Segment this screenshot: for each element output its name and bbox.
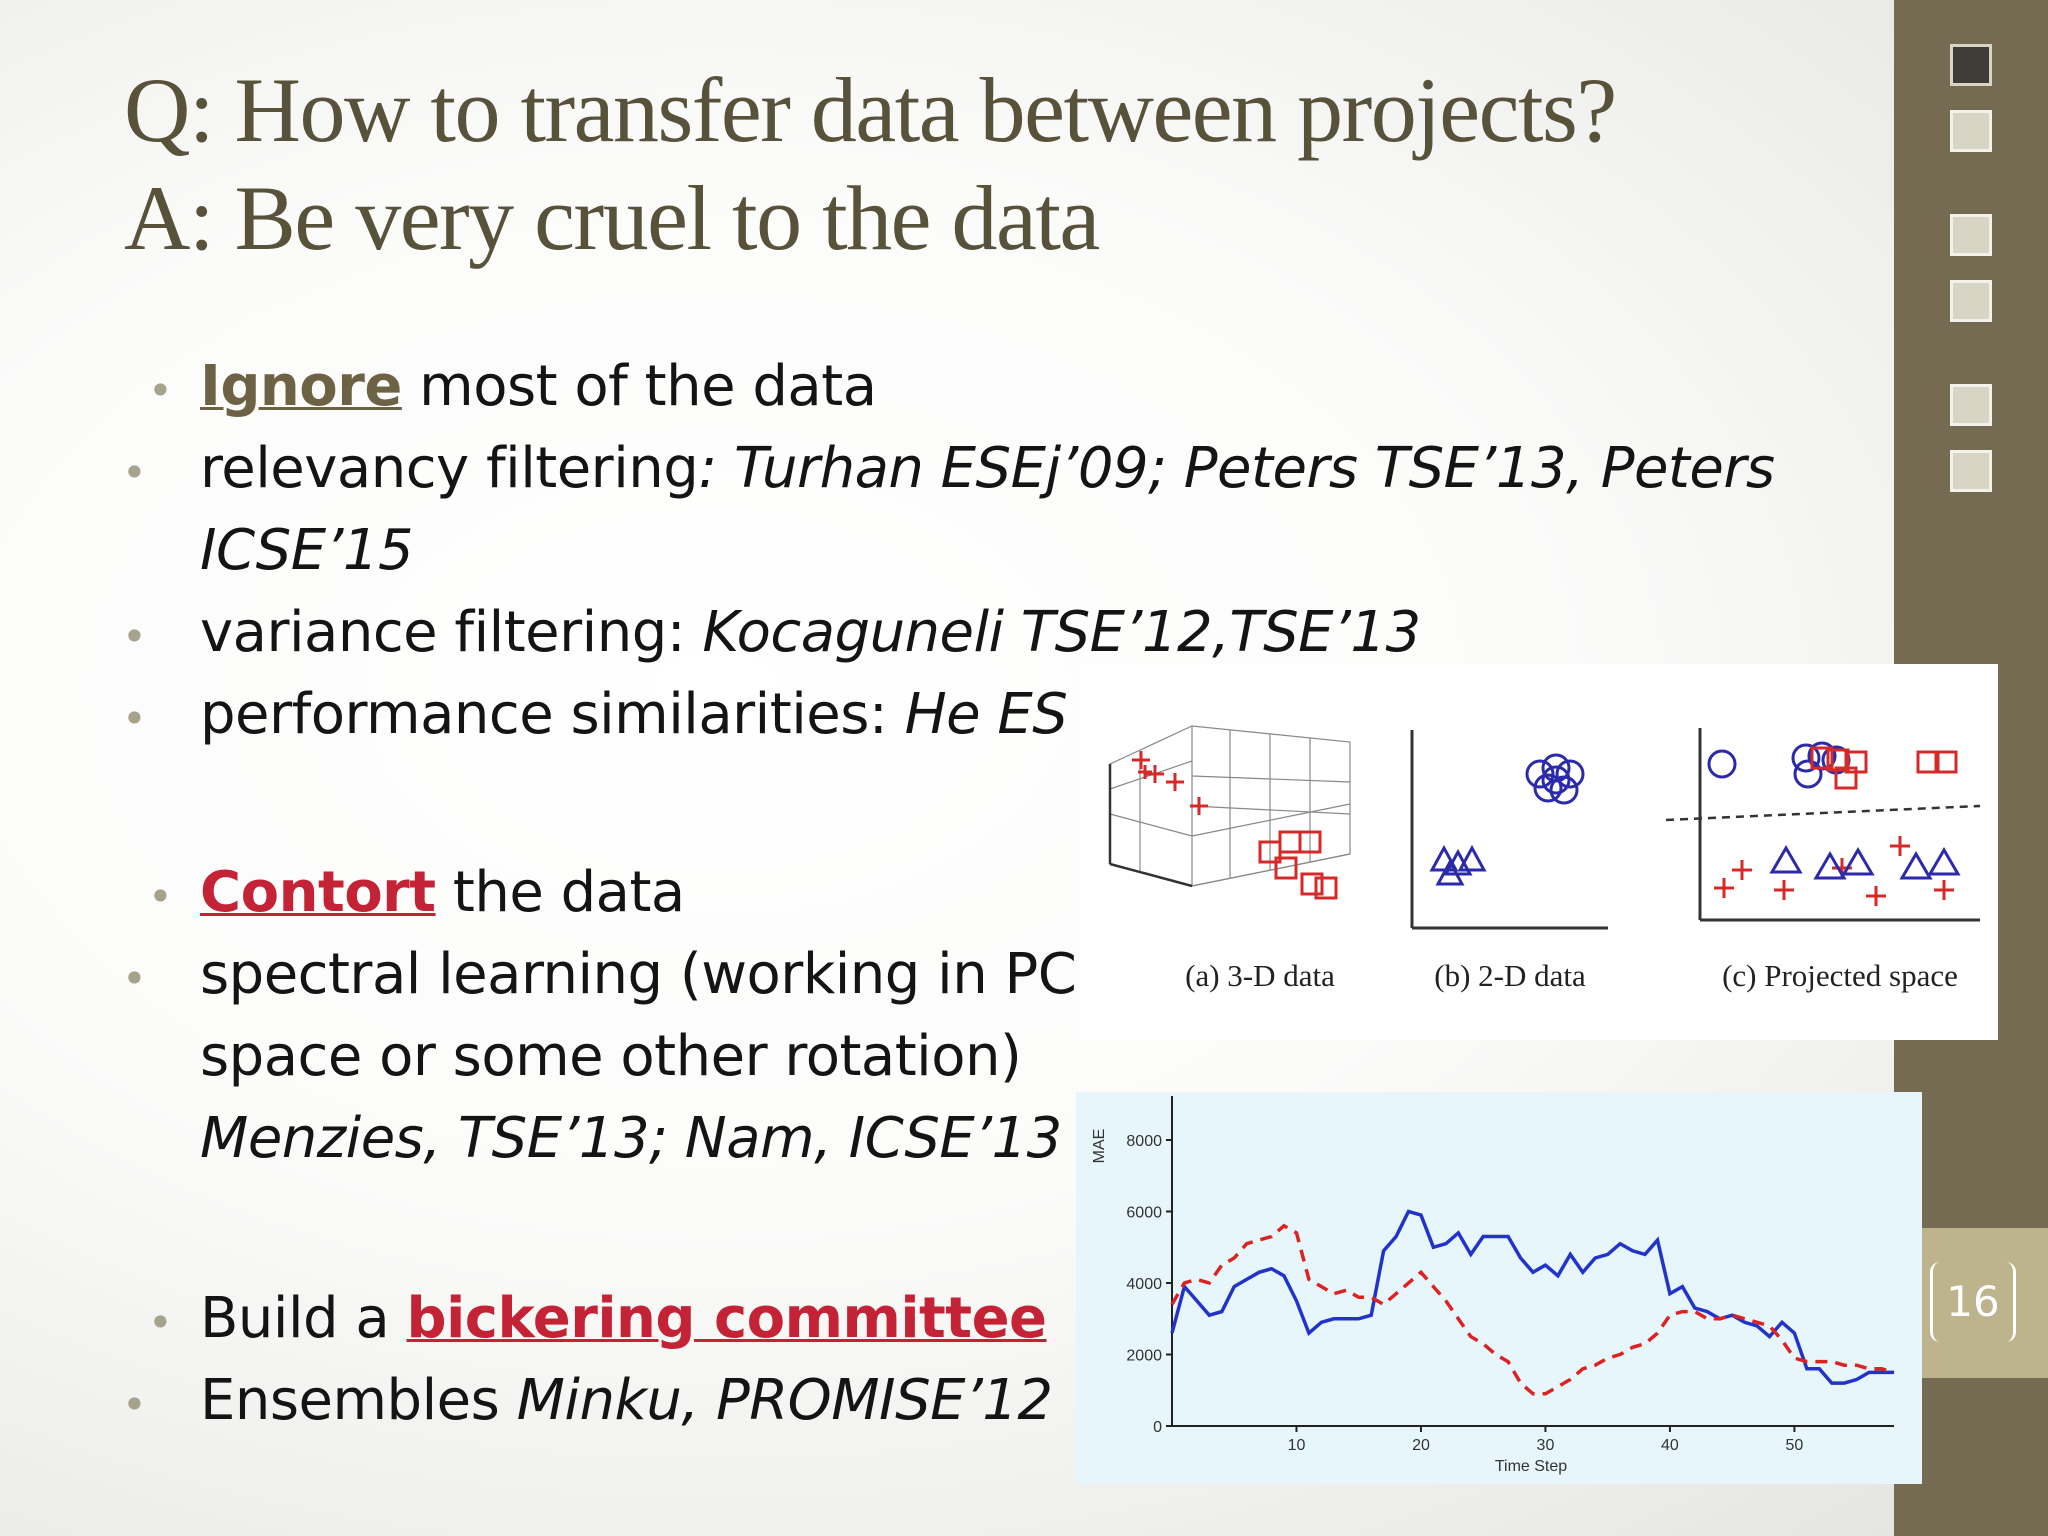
axes-c — [1698, 728, 1980, 922]
nav-square-3 — [1950, 214, 1992, 256]
blue-triangle-markers-c — [1769, 845, 1961, 880]
red-square-markers-a — [1258, 830, 1338, 900]
title-question: Q: How to transfer data between projects… — [124, 59, 1617, 161]
y-tick-label: 0 — [1153, 1419, 1162, 1436]
page-number: 16 — [1930, 1262, 2016, 1342]
spectral-line-3: Menzies, TSE’13; Nam, ICSE’13 — [200, 1106, 1062, 1171]
bullet-dot: • — [148, 1298, 173, 1347]
series-line-solid — [1170, 1209, 1894, 1385]
y-tick-label: 4000 — [1126, 1276, 1162, 1293]
build-line: Build a bickering committee — [200, 1286, 1047, 1351]
red-plus-markers-a — [1132, 751, 1208, 815]
ignore-keyword: Ignore — [200, 354, 402, 419]
axes-b — [1410, 730, 1608, 930]
x-ticks: 10 20 30 40 50 — [1288, 1426, 1804, 1454]
bullet-dot: • — [148, 872, 173, 921]
y-axis-label: MAE — [1091, 1129, 1108, 1164]
y-tick-label: 6000 — [1126, 1205, 1162, 1222]
cube-grid — [1109, 725, 1351, 887]
nav-square-1 — [1950, 44, 1992, 86]
x-tick-label: 50 — [1786, 1437, 1804, 1454]
red-plus-markers-c — [1714, 836, 1954, 906]
bullet-dot: • — [122, 1380, 147, 1429]
spectral-line-1: spectral learning (working in PC — [200, 942, 1077, 1007]
y-tick-label: 2000 — [1126, 1348, 1162, 1365]
x-tick-label: 30 — [1537, 1437, 1555, 1454]
contort-keyword: Contort — [200, 860, 436, 925]
x-tick-label: 40 — [1661, 1437, 1679, 1454]
series-line-dashed — [1170, 1223, 1895, 1396]
slide-title: Q: How to transfer data between projects… — [124, 56, 1617, 272]
x-axis-label: Time Step — [1495, 1458, 1567, 1475]
caption-a: (a) 3-D data — [1185, 958, 1335, 993]
relevancy-line: relevancy filtering: Turhan ESEj’09; Pet… — [200, 436, 1775, 501]
x-tick-label: 20 — [1412, 1437, 1430, 1454]
bullet-dot: • — [122, 612, 147, 661]
mae-chart-panel: MAE Time Step 0 2000 4000 6000 8000 10 20 30 40… — [1076, 1092, 1922, 1484]
separator-line — [1665, 804, 1981, 822]
series-layer — [1170, 1209, 1895, 1396]
bickering-keyword: bickering committee — [406, 1286, 1048, 1351]
y-ticks: 0 2000 4000 6000 8000 — [1126, 1133, 1172, 1436]
spectral-line-2: space or some other rotation) — [200, 1024, 1022, 1089]
mae-line-chart: MAE Time Step 0 2000 4000 6000 8000 10 20 30 40… — [1091, 1096, 1895, 1475]
bullet-dot: • — [122, 954, 147, 1003]
contort-line: Contort the data — [200, 860, 685, 925]
bullet-dot: • — [122, 694, 147, 743]
nav-square-5 — [1950, 384, 1992, 426]
title-answer: A: Be very cruel to the data — [124, 167, 1100, 269]
projection-figure: (a) 3-D data (b) 2-D data — [1080, 664, 1998, 1040]
y-tick-label: 8000 — [1126, 1133, 1162, 1150]
nav-square-2 — [1950, 110, 1992, 152]
nav-square-4 — [1950, 280, 1992, 322]
red-square-markers-c — [1810, 746, 1958, 790]
nav-square-6 — [1950, 450, 1992, 492]
bullet-dot: • — [148, 366, 173, 415]
bullet-dot: • — [122, 448, 147, 497]
ignore-line: Ignore most of the data — [200, 354, 877, 419]
ensembles-line: Ensembles Minku, PROMISE’12 — [200, 1368, 1053, 1433]
performance-line: performance similarities: He ES — [200, 682, 1068, 747]
caption-b: (b) 2-D data — [1434, 958, 1586, 993]
caption-c: (c) Projected space — [1722, 958, 1958, 993]
projection-figure-svg: (a) 3-D data (b) 2-D data — [1108, 725, 1981, 993]
blue-triangle-markers-b — [1429, 844, 1487, 886]
cube-axes — [1108, 764, 1193, 888]
variance-line: variance filtering: Kocaguneli TSE’12,TS… — [200, 600, 1421, 665]
x-tick-label: 10 — [1288, 1437, 1306, 1454]
relevancy-line-2: ICSE’15 — [200, 518, 414, 583]
blue-circle-markers-b — [1525, 753, 1585, 805]
